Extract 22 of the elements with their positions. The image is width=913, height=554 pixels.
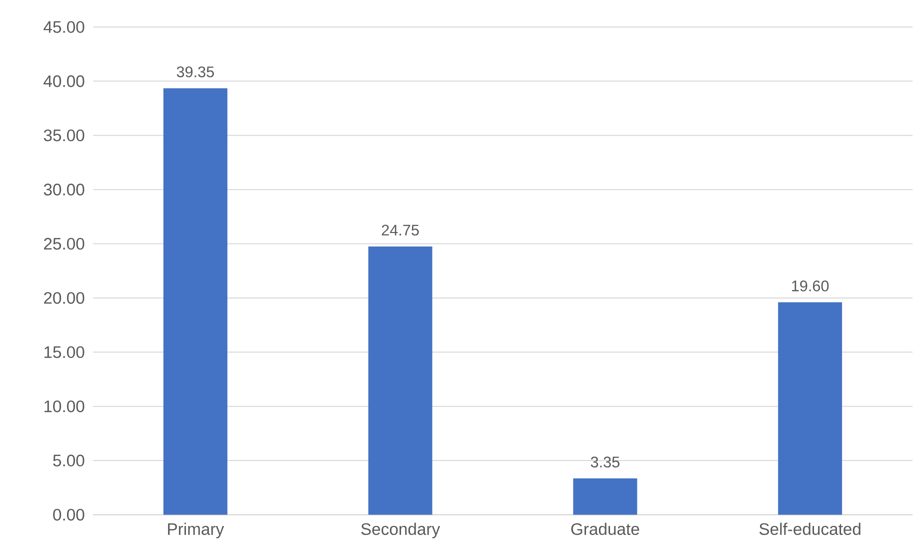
y-tick-label: 15.00 [44,346,84,358]
y-tick-label: 25.00 [44,238,84,250]
y-tick-label: 40.00 [44,75,84,88]
x-tick-label: Self-educated [759,522,860,536]
y-tick-label: 35.00 [44,130,84,142]
x-tick-label: Secondary [361,522,440,538]
y-tick-label: 5.00 [53,454,84,467]
y-tick-label: 20.00 [44,292,84,304]
bar [573,478,638,515]
y-tick-label: 45.00 [44,21,84,34]
y-tick-label: 0.00 [53,508,84,521]
bar [778,302,842,515]
data-label: 3.35 [590,456,620,468]
data-label: 39.35 [176,66,214,78]
data-label: 24.75 [382,224,419,236]
x-tick-label: Primary [168,522,224,538]
bar [163,88,228,515]
y-tick-label: 10.00 [44,400,84,412]
bar [368,246,432,515]
x-tick-label: Graduate [571,522,640,536]
y-tick-label: 30.00 [44,184,84,196]
data-label: 19.60 [792,280,829,292]
